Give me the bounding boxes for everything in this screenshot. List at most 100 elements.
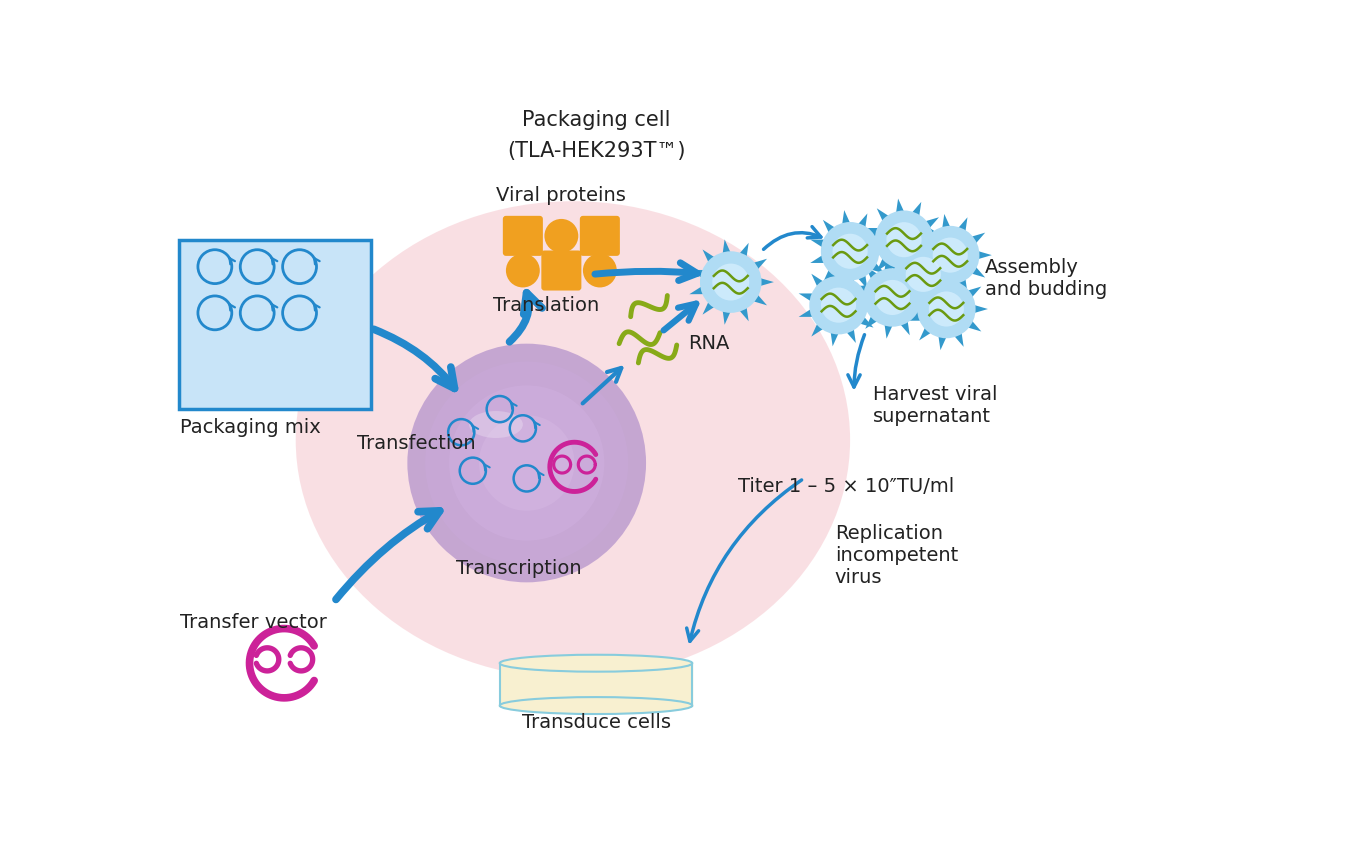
Circle shape	[544, 219, 578, 253]
Polygon shape	[690, 285, 706, 295]
Polygon shape	[823, 220, 836, 235]
Text: Transcription: Transcription	[456, 559, 582, 578]
Polygon shape	[953, 271, 963, 288]
Text: Packaging mix: Packaging mix	[180, 419, 321, 437]
Polygon shape	[911, 258, 927, 267]
Polygon shape	[858, 315, 874, 328]
Text: Harvest viral
supernatant: Harvest viral supernatant	[873, 385, 997, 425]
Ellipse shape	[499, 697, 693, 714]
Polygon shape	[751, 259, 767, 272]
Polygon shape	[938, 267, 947, 284]
Polygon shape	[846, 267, 856, 284]
Polygon shape	[915, 299, 924, 316]
Ellipse shape	[499, 655, 693, 672]
Polygon shape	[923, 223, 936, 239]
Polygon shape	[875, 247, 892, 256]
Polygon shape	[810, 239, 827, 249]
Polygon shape	[948, 270, 965, 279]
Polygon shape	[911, 244, 927, 252]
Polygon shape	[842, 210, 851, 227]
Polygon shape	[842, 276, 851, 292]
Text: Transfection: Transfection	[357, 434, 476, 453]
Polygon shape	[923, 250, 939, 262]
Polygon shape	[896, 265, 905, 281]
Polygon shape	[758, 278, 774, 287]
Polygon shape	[852, 301, 869, 309]
Polygon shape	[923, 217, 939, 230]
Polygon shape	[911, 261, 921, 278]
Circle shape	[894, 245, 953, 304]
Polygon shape	[896, 199, 905, 215]
Polygon shape	[966, 286, 981, 299]
Polygon shape	[942, 214, 951, 230]
Text: Transfer vector: Transfer vector	[180, 613, 327, 633]
Polygon shape	[884, 277, 900, 286]
Polygon shape	[884, 262, 900, 272]
Ellipse shape	[296, 201, 850, 678]
Text: Translation: Translation	[492, 295, 599, 315]
Circle shape	[295, 653, 307, 666]
Circle shape	[583, 254, 617, 288]
FancyBboxPatch shape	[179, 239, 371, 409]
Polygon shape	[812, 322, 825, 336]
Text: (TLA-HEK293T™): (TLA-HEK293T™)	[507, 141, 685, 161]
Polygon shape	[885, 323, 893, 339]
Text: Replication
incompetent
virus: Replication incompetent virus	[835, 524, 958, 587]
Polygon shape	[823, 267, 836, 283]
Polygon shape	[877, 256, 890, 271]
Polygon shape	[896, 291, 909, 306]
Circle shape	[821, 222, 879, 280]
Circle shape	[700, 251, 762, 313]
Polygon shape	[865, 228, 881, 237]
Circle shape	[449, 385, 605, 541]
Polygon shape	[969, 265, 985, 278]
Circle shape	[479, 415, 575, 511]
Polygon shape	[885, 256, 893, 273]
Polygon shape	[798, 294, 815, 302]
Polygon shape	[737, 243, 748, 259]
Polygon shape	[919, 278, 934, 293]
FancyBboxPatch shape	[580, 216, 620, 256]
Polygon shape	[942, 280, 951, 296]
Polygon shape	[898, 319, 909, 335]
Text: Transduce cells: Transduce cells	[521, 713, 671, 732]
Text: RNA: RNA	[689, 335, 729, 353]
Text: Assembly
and budding: Assembly and budding	[985, 258, 1107, 299]
Polygon shape	[865, 243, 881, 251]
Polygon shape	[976, 250, 992, 260]
Polygon shape	[751, 293, 767, 306]
Polygon shape	[737, 305, 748, 321]
Circle shape	[921, 226, 980, 284]
Polygon shape	[938, 334, 947, 350]
Polygon shape	[865, 301, 881, 310]
Ellipse shape	[469, 411, 522, 438]
Polygon shape	[953, 330, 963, 347]
FancyBboxPatch shape	[541, 250, 582, 290]
Circle shape	[712, 263, 750, 301]
Circle shape	[917, 280, 976, 338]
Polygon shape	[912, 307, 927, 320]
Polygon shape	[865, 266, 879, 281]
Circle shape	[875, 280, 911, 315]
Circle shape	[407, 344, 647, 582]
Polygon shape	[858, 283, 874, 295]
Polygon shape	[702, 300, 717, 315]
Polygon shape	[723, 308, 732, 324]
FancyBboxPatch shape	[503, 216, 543, 256]
Polygon shape	[907, 297, 923, 306]
Polygon shape	[943, 284, 958, 297]
Polygon shape	[957, 217, 967, 233]
Polygon shape	[969, 233, 985, 245]
Polygon shape	[831, 330, 839, 346]
Circle shape	[261, 653, 273, 666]
Circle shape	[506, 254, 540, 288]
Text: Packaging cell: Packaging cell	[522, 110, 670, 131]
Polygon shape	[869, 228, 885, 241]
Circle shape	[809, 276, 867, 335]
Polygon shape	[919, 325, 934, 340]
Circle shape	[832, 233, 867, 269]
Polygon shape	[810, 254, 827, 263]
Polygon shape	[957, 277, 967, 293]
Polygon shape	[877, 208, 890, 223]
Polygon shape	[846, 327, 856, 343]
